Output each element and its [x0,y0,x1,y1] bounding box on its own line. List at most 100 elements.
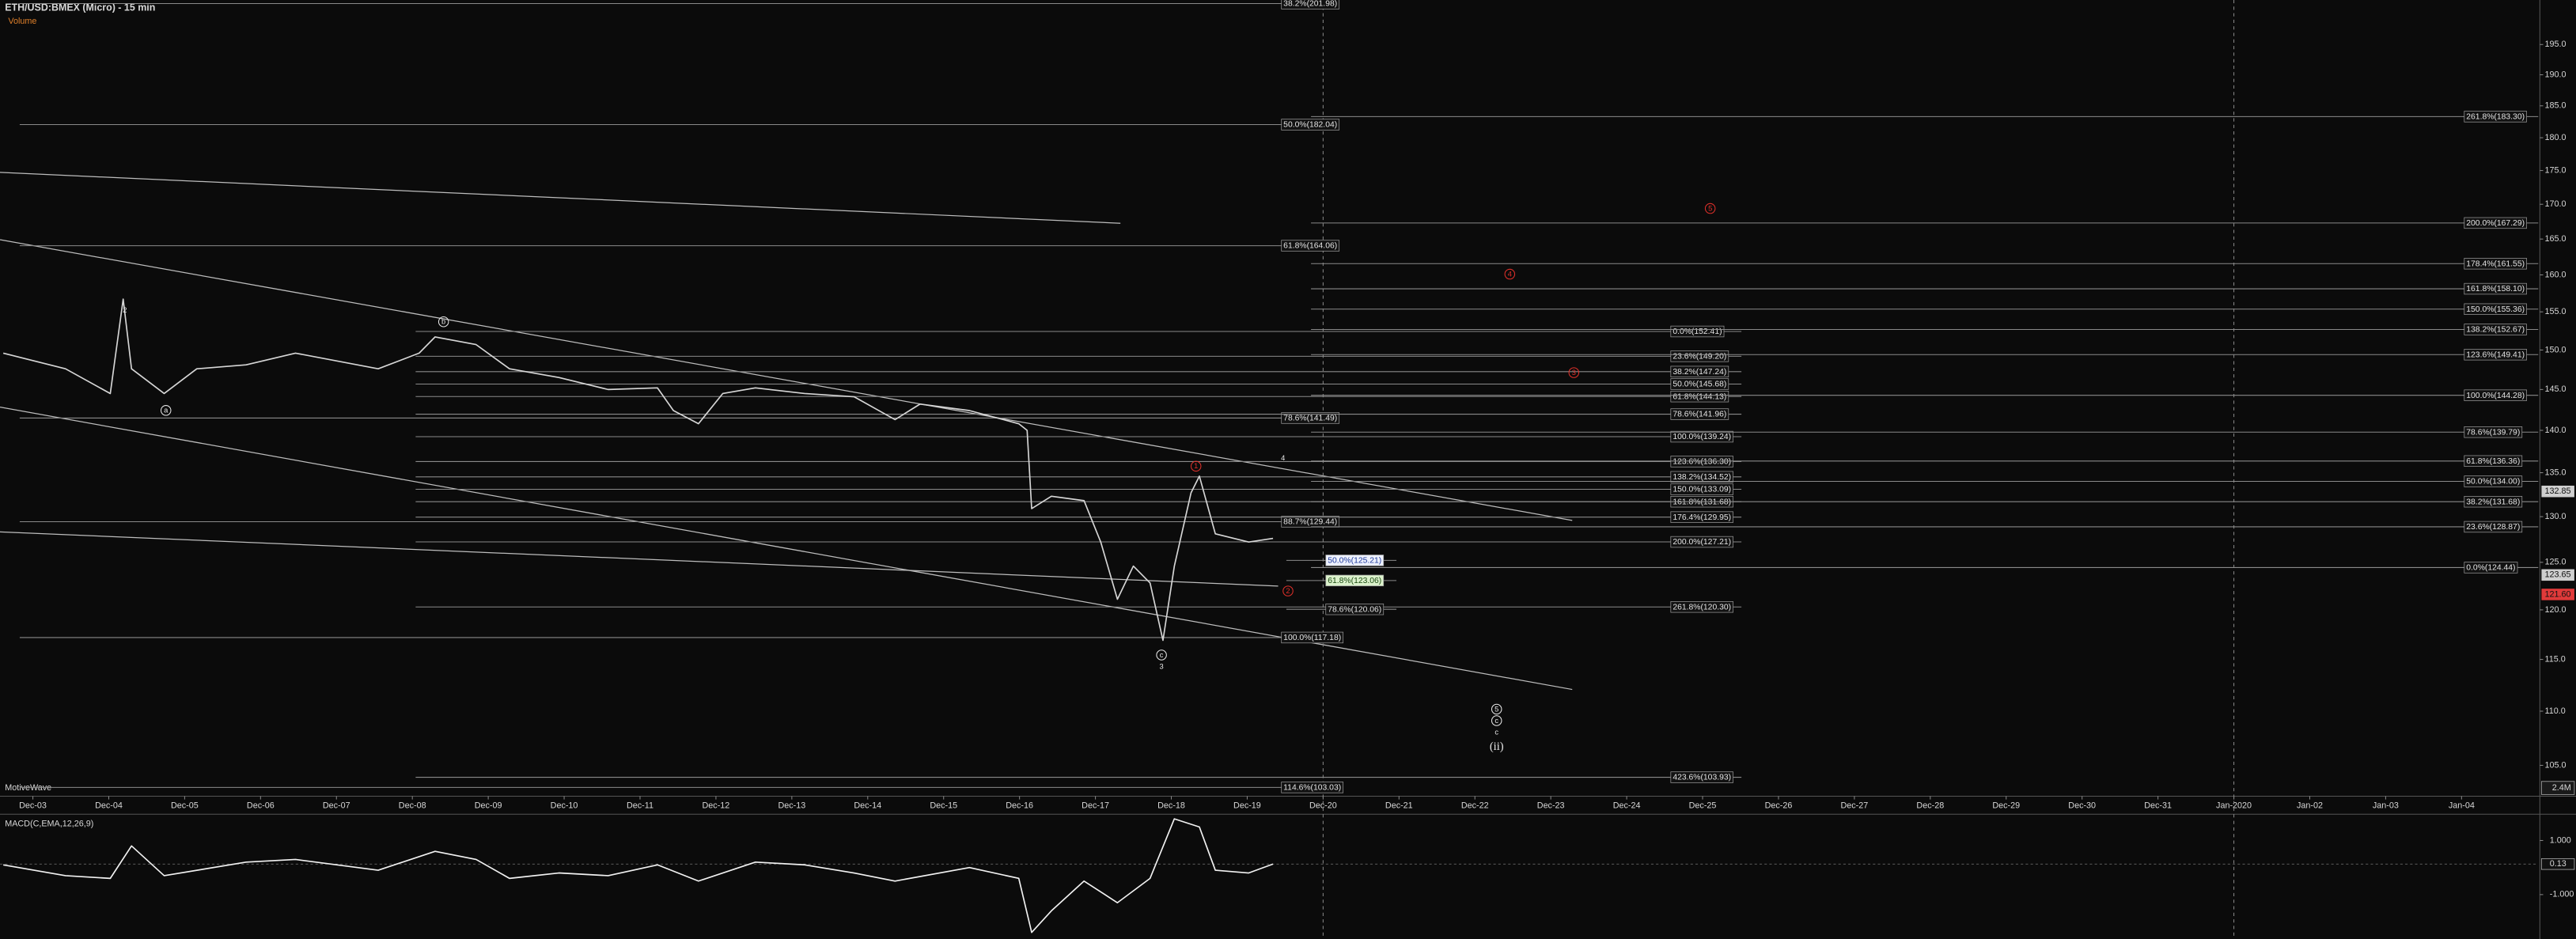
fib-label-box [1670,483,1733,495]
x-tick-label: Dec-03 [19,801,47,811]
wave-circle [1282,585,1294,596]
wave-label: 2 [123,306,127,314]
fib-label: 100.0%(139.24) [1673,433,1731,441]
x-tick-label: Dec-12 [703,801,730,811]
fib-label: 61.8%(164.06) [1283,242,1337,251]
fib-label-box [2464,475,2523,487]
fib-label: 78.6%(141.96) [1673,411,1726,419]
fib-label-box [1325,574,1385,587]
fib-label: 23.6%(128.87) [2466,523,2520,532]
y-tick-label: 110.0 [2545,706,2566,716]
fib-label: 261.8%(120.30) [1673,603,1731,611]
fib-label-box [2464,521,2523,533]
wave-label: 3 [1572,369,1576,377]
price-tag: 132.85 [2545,487,2571,496]
fib-label-box [1281,240,1340,252]
price-line [2,298,1274,642]
fib-label-box [1670,365,1729,378]
fib-label: 138.2%(134.52) [1673,473,1731,482]
fib-label: 150.0%(133.09) [1673,486,1731,494]
fib-label-box [1670,771,1733,783]
fib-label-box [1670,601,1733,613]
wave-label: c [1494,728,1498,736]
fib-label: 114.6%(103.03) [1283,784,1341,793]
fib-label-box [1281,412,1340,424]
fib-label-box [1325,555,1385,566]
fib-label-box [1281,0,1340,9]
x-tick-label: Dec-24 [1613,801,1641,811]
fib-label: 88.7%(129.44) [1283,518,1337,527]
price-tag-box [2541,485,2574,498]
x-tick-label: Dec-27 [1841,801,1869,811]
x-tick-label: Dec-04 [95,801,123,811]
wave-label: 5 [1708,204,1712,212]
wave-label: c [1160,651,1164,659]
fib-label-box [2464,455,2523,468]
x-tick-label: Dec-07 [323,801,350,811]
wave-circle [1156,649,1167,661]
x-tick-label: Dec-10 [551,801,578,811]
x-tick-label: Dec-06 [247,801,275,811]
y-tick-label: 135.0 [2545,468,2567,477]
wave-circle [1491,703,1502,715]
y-tick-label: 150.0 [2545,345,2567,354]
fib-label: 38.2%(201.98) [1283,0,1337,9]
fib-label: 50.0%(182.04) [1283,121,1337,130]
wave-label: 3 [1160,662,1164,670]
volume-axis-label: 2.4M [2552,783,2571,793]
fib-label-box [1670,325,1725,338]
fib-label-box [1670,378,1729,390]
price-tag-box [2541,589,2574,600]
fib-label-box [2464,258,2527,270]
x-tick-label: Jan-04 [2449,801,2475,811]
wave-label: c [1494,717,1498,725]
x-tick-label: Dec-16 [1006,801,1033,811]
y-tick-label: 130.0 [2545,512,2567,521]
y-tick-label: 120.0 [2545,605,2567,615]
fib-label-box [1281,782,1344,793]
fib-label: 200.0%(127.21) [1673,538,1731,547]
fib-label: 123.6%(136.30) [1673,458,1731,467]
fib-label-box [2464,426,2523,438]
fib-label: 100.0%(144.28) [2466,392,2525,400]
macd-tick-label: -1.000 [2550,890,2574,899]
x-tick-label: Jan-2020 [2216,801,2252,811]
x-tick-label: Dec-31 [2144,801,2172,811]
fib-label: 100.0%(117.18) [1283,634,1341,642]
wave-label: 2 [1286,587,1290,595]
y-tick-label: 145.0 [2545,384,2567,394]
fib-label: 50.0%(125.21) [1328,557,1381,566]
macd-current-label: 0.13 [2550,859,2567,869]
y-tick-label: 155.0 [2545,307,2567,316]
x-tick-label: Dec-22 [1461,801,1489,811]
trendline [0,172,1121,224]
fib-label: 123.6%(149.41) [2466,350,2525,359]
fib-label-box [1670,536,1733,548]
fib-label: 0.0%(124.44) [2466,564,2515,573]
fib-label: 38.2%(147.24) [1673,368,1726,377]
fib-label-box [1281,516,1340,528]
x-tick-label: Dec-25 [1689,801,1717,811]
fib-label: 50.0%(145.68) [1673,381,1726,389]
macd-tick-label: 1.000 [2550,835,2571,845]
y-tick-label: 180.0 [2545,133,2567,142]
y-tick-label: 105.0 [2545,760,2567,770]
y-tick-label: 125.0 [2545,558,2567,567]
fib-label-box [1281,119,1340,131]
x-tick-label: Dec-13 [778,801,805,811]
fib-label: 161.8%(131.68) [1673,498,1731,506]
x-tick-label: Dec-11 [627,801,653,811]
fib-label-box [1281,631,1344,644]
x-tick-label: Jan-02 [2297,801,2323,811]
y-tick-label: 170.0 [2545,199,2567,209]
wave-circle [1190,460,1202,472]
x-tick-label: Dec-23 [1537,801,1565,811]
wave-label: 1 [1194,462,1198,470]
fib-label: 261.8%(183.30) [2466,113,2525,122]
fib-label: 50.0%(134.00) [2466,478,2520,487]
fib-label-box [1670,391,1729,403]
macd-title: MACD(C,EMA,12,26,9) [5,820,93,829]
x-tick-label: Dec-30 [2068,801,2096,811]
fib-label: 61.8%(136.36) [2466,457,2520,466]
wave-label: (ii) [1490,740,1504,753]
